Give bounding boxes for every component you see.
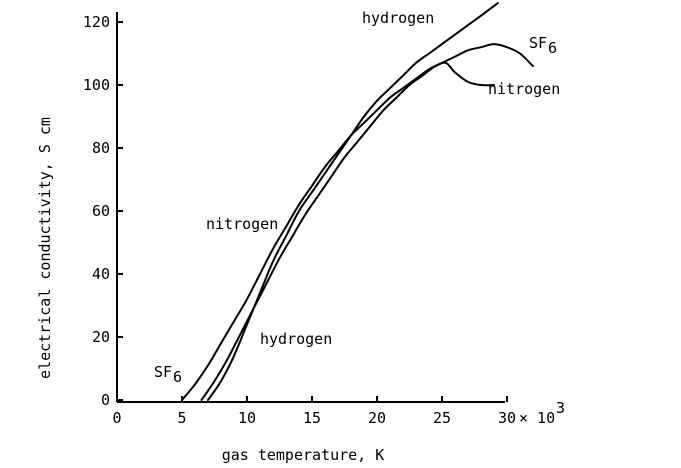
labels: 0 20 40 60 80 100 120 0 5 10 15 20 25 30 × 103 gas temp… bbox=[36, 9, 565, 464]
x-tick-label: 5 bbox=[177, 409, 186, 427]
x-tick-label: 0 bbox=[112, 409, 121, 427]
x-tick-label: 15 bbox=[303, 409, 321, 427]
y-tick-label: 60 bbox=[92, 202, 110, 220]
series-label-hydrogen-end: hydrogen bbox=[362, 9, 434, 27]
y-axis-title: electrical conductivity, S cm bbox=[36, 117, 54, 379]
y-tick-label: 40 bbox=[92, 265, 110, 283]
y-tick-label: 120 bbox=[83, 13, 110, 31]
series-label-nitrogen-end: nitrogen bbox=[488, 80, 560, 98]
x-scale-label: × 10 bbox=[519, 409, 555, 427]
x-tick-label: 20 bbox=[368, 409, 386, 427]
y-tick-label: 100 bbox=[83, 76, 110, 94]
series-label-sf6-end-subscript: 6 bbox=[548, 39, 557, 57]
y-tick-label: 0 bbox=[101, 391, 110, 409]
x-tick-label: 10 bbox=[238, 409, 256, 427]
curves bbox=[181, 2, 534, 401]
y-tick-label: 80 bbox=[92, 139, 110, 157]
series-label-nitrogen-start: nitrogen bbox=[206, 215, 278, 233]
series-label-sf6-start-subscript: 6 bbox=[173, 368, 182, 386]
series-label-hydrogen-start: hydrogen bbox=[260, 330, 332, 348]
x-tick-label: 30 bbox=[498, 409, 516, 427]
series-label-sf6-start: SF bbox=[154, 363, 172, 381]
x-axis-title: gas temperature, K bbox=[222, 446, 385, 464]
series-line-hydrogen bbox=[207, 2, 499, 401]
axes bbox=[116, 12, 508, 403]
series-line-nitrogen bbox=[200, 61, 495, 401]
x-scale-exponent: 3 bbox=[556, 399, 565, 417]
series-label-sf6-end: SF bbox=[529, 34, 547, 52]
series-line-sf6 bbox=[181, 43, 534, 401]
y-tick-label: 20 bbox=[92, 328, 110, 346]
x-tick-label: 25 bbox=[433, 409, 451, 427]
